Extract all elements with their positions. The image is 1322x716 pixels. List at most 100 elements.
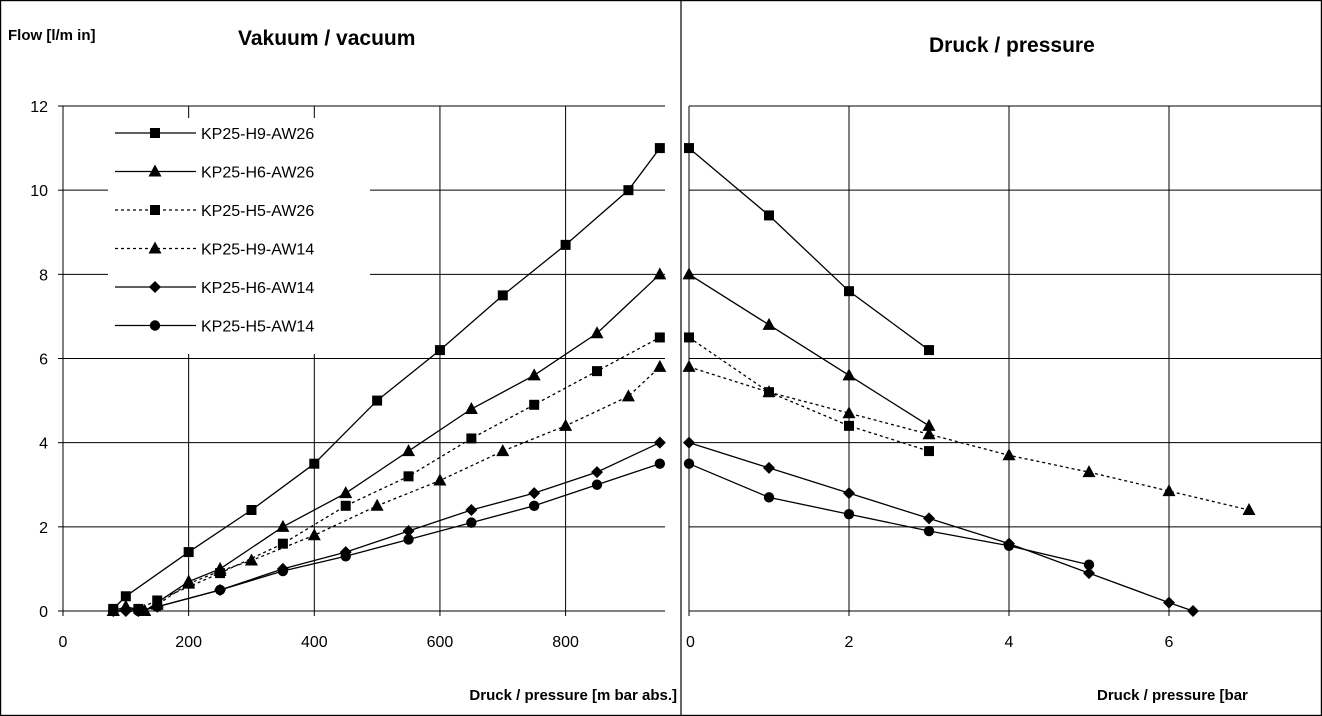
data-point	[307, 528, 321, 541]
left-plot-area	[106, 143, 667, 617]
legend-marker	[148, 241, 162, 254]
data-point	[1242, 503, 1256, 515]
data-point	[683, 458, 695, 469]
series-line	[688, 366, 1250, 511]
data-point	[843, 509, 855, 520]
legend: KP25-H9-AW26 KP25-H6-AW26 KP25-H5-AW26 KP25…	[108, 118, 370, 354]
data-point	[590, 326, 604, 339]
legend-background	[108, 118, 370, 354]
data-point	[1003, 540, 1015, 551]
data-point	[120, 591, 131, 602]
legend-marker	[149, 281, 161, 293]
left-grid	[58, 105, 665, 616]
data-point	[683, 436, 695, 449]
data-point	[654, 458, 666, 469]
data-point	[340, 551, 351, 562]
series-line	[688, 463, 1090, 566]
legend-label: KP25-H6-AW14	[201, 280, 314, 297]
data-point	[466, 433, 477, 444]
legend-label: KP25-H6-AW26	[201, 165, 314, 182]
data-point	[591, 466, 604, 479]
data-point	[844, 286, 854, 297]
legend-marker	[148, 164, 162, 177]
left-x-tick-label: 400	[301, 634, 328, 651]
data-point	[653, 267, 667, 280]
data-point	[623, 185, 634, 196]
left-x-tick-label: 800	[552, 634, 579, 651]
y-axis-label: Flow [l/m in]	[8, 27, 96, 44]
data-point	[464, 402, 478, 414]
data-point	[182, 576, 196, 589]
data-point	[1082, 465, 1096, 478]
series-line	[113, 366, 661, 612]
data-point	[152, 601, 163, 612]
y-tick-label: 8	[39, 267, 48, 284]
data-point	[682, 359, 696, 372]
series-line	[688, 336, 930, 452]
data-point	[496, 444, 510, 457]
data-point	[621, 389, 635, 402]
y-tick-label: 2	[39, 520, 48, 537]
data-point	[214, 584, 226, 596]
right-x-tick-label: 2	[845, 634, 854, 651]
data-point	[762, 317, 776, 330]
data-point	[591, 479, 603, 490]
left-tick-labels: 0 2 4 6 8 10 12 0 200 400 600 800	[30, 99, 579, 651]
data-point	[924, 345, 934, 356]
left-x-tick-label: 200	[175, 634, 202, 651]
data-point	[340, 500, 351, 511]
right-panel-title: Druck / pressure	[929, 34, 1095, 57]
data-point	[924, 446, 934, 457]
data-point	[133, 605, 144, 617]
data-point	[559, 418, 573, 431]
data-point	[372, 395, 383, 406]
right-grid	[688, 105, 1322, 616]
data-point	[529, 399, 540, 410]
y-tick-label: 10	[30, 183, 48, 200]
data-point	[402, 444, 416, 457]
data-point	[653, 436, 666, 449]
y-tick-label: 12	[30, 99, 48, 116]
data-point	[843, 487, 855, 500]
data-point	[466, 517, 477, 528]
data-point	[842, 368, 856, 381]
right-plot-area	[682, 143, 1256, 617]
legend-marker	[149, 320, 161, 331]
data-point	[1163, 596, 1175, 609]
right-x-tick-label: 4	[1005, 634, 1014, 651]
data-point	[1083, 559, 1095, 570]
series-line	[113, 336, 661, 612]
data-point	[560, 239, 571, 250]
data-point	[922, 418, 936, 431]
data-point	[762, 385, 776, 398]
data-point	[309, 458, 320, 469]
data-point	[434, 345, 445, 356]
data-point	[763, 461, 775, 474]
legend-marker	[150, 205, 160, 215]
data-point	[339, 486, 353, 499]
data-point	[922, 427, 936, 440]
data-point	[213, 564, 227, 577]
y-tick-label: 0	[39, 604, 48, 621]
legend-label: KP25-H5-AW26	[201, 203, 314, 220]
right-x-tick-label: 0	[686, 634, 695, 651]
data-point	[433, 473, 447, 486]
data-point	[684, 332, 694, 343]
data-point	[682, 267, 696, 280]
left-x-tick-label: 600	[427, 634, 454, 651]
data-point	[654, 143, 665, 154]
legend-marker	[150, 128, 160, 138]
data-point	[277, 565, 289, 577]
series-line	[688, 147, 930, 351]
data-point	[528, 487, 541, 500]
data-point	[465, 504, 478, 516]
data-point	[497, 290, 508, 301]
series-line	[688, 442, 1194, 612]
legend-label: KP25-H9-AW14	[201, 242, 314, 259]
data-point	[842, 406, 856, 419]
data-point	[244, 553, 258, 566]
data-point	[402, 525, 415, 538]
y-tick-label: 6	[39, 352, 48, 369]
